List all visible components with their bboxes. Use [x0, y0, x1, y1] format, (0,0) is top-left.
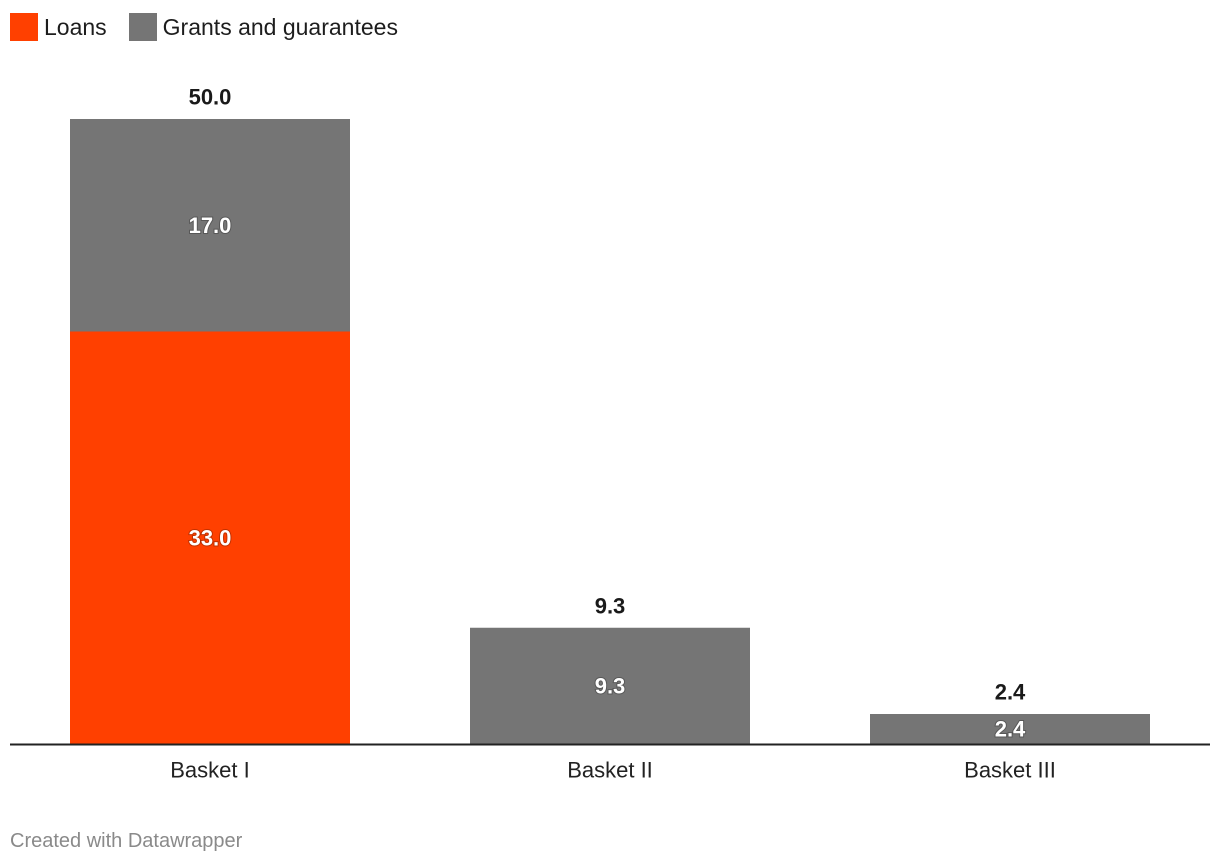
segment-value-label-0-1: 17.0: [189, 213, 232, 238]
credit-text: Created with Datawrapper: [10, 830, 243, 852]
x-tick-label-1: Basket II: [567, 758, 653, 783]
x-tick-label-0: Basket I: [170, 758, 249, 783]
bar-segment-0-0: [70, 331, 350, 744]
legend-label-grants: Grants and guarantees: [162, 13, 398, 40]
segment-value-label-2-1: 2.4: [995, 717, 1026, 742]
bar-segment-2-1: [870, 714, 1150, 744]
x-tick-label-2: Basket III: [964, 758, 1056, 783]
segment-value-label-1-1: 9.3: [595, 673, 626, 698]
legend-item-loans[interactable]: Loans: [10, 13, 107, 41]
bar-segment-1-1: [470, 627, 750, 744]
legend-item-grants[interactable]: Grants and guarantees: [128, 13, 398, 41]
total-value-label-1: 9.3: [595, 593, 626, 618]
bar-segment-0-1: [70, 119, 350, 332]
legend-label-loans: Loans: [44, 13, 107, 40]
legend-swatch-grants: [128, 13, 157, 41]
total-value-label-0: 50.0: [189, 85, 232, 110]
segment-value-label-0-0: 33.0: [189, 525, 232, 550]
legend-swatch-loans: [10, 13, 38, 41]
chart-legend: Loans Grants and guarantees: [10, 13, 398, 41]
total-value-label-2: 2.4: [995, 680, 1026, 705]
